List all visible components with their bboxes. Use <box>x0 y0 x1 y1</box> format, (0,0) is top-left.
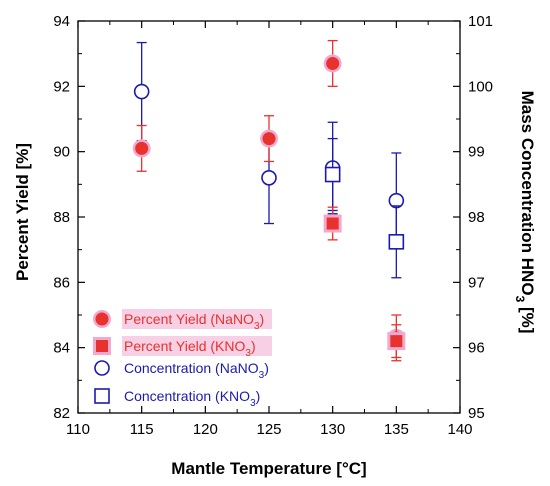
y2-tick-label: 101 <box>468 13 493 30</box>
data-point <box>135 141 149 155</box>
x-tick-label: 125 <box>256 421 281 438</box>
y-axis-title: Percent Yield [%] <box>13 143 32 281</box>
y2-tick-label: 98 <box>468 209 485 226</box>
legend-label-tail: ) <box>251 338 256 354</box>
y-tick-label: 84 <box>53 340 70 357</box>
legend-entry: Concentration (KNO3) <box>94 388 260 409</box>
y2-axis-title: Mass Concentration HNO3 [%] <box>513 91 537 334</box>
x-tick-label: 135 <box>384 421 409 438</box>
y-tick-label: 88 <box>53 209 70 226</box>
y-tick-label: 86 <box>53 274 70 291</box>
legend-marker <box>94 388 110 404</box>
legend-marker <box>95 312 109 326</box>
y2-axis-title-sub: 3 <box>513 296 527 303</box>
legend-label: Percent Yield (KNO3) <box>124 338 256 359</box>
data-point <box>326 217 339 230</box>
y-tick-label: 92 <box>53 78 70 95</box>
x-tick-label: 120 <box>193 421 218 438</box>
legend-label-sub: 3 <box>254 321 260 332</box>
legend-entry: Percent Yield (KNO3) <box>93 336 272 359</box>
marks-layer <box>132 39 406 362</box>
legend-label: Concentration (KNO3) <box>124 388 260 409</box>
data-point <box>262 132 276 146</box>
legend-label-highlight <box>122 336 272 356</box>
legend-label-tail: ) <box>260 311 265 327</box>
y2-tick-label: 100 <box>468 78 493 95</box>
legend-label-tail: ) <box>256 388 261 404</box>
data-point <box>390 335 403 348</box>
legend-label-sub: 3 <box>250 398 256 409</box>
legend-entry: Percent Yield (NaNO3) <box>93 309 272 332</box>
x-tick-label: 110 <box>66 421 90 438</box>
y-tick-label: 90 <box>53 144 70 161</box>
y2-axis-title-main: Mass Concentration HNO <box>518 91 537 296</box>
y2-axis-title-tail: [%] <box>518 302 537 333</box>
legend-label: Percent Yield (NaNO3) <box>124 311 264 332</box>
legend-label-sub: 3 <box>245 348 251 359</box>
y-tick-label: 94 <box>53 13 70 30</box>
legend-label-highlight <box>122 309 272 329</box>
legend-label-sub: 3 <box>259 370 265 381</box>
legend-marker <box>94 360 110 376</box>
series-open-square <box>324 137 405 279</box>
series-open-circle <box>133 41 405 250</box>
legend-label: Concentration (NaNO3) <box>124 360 269 381</box>
data-point <box>326 56 340 70</box>
x-tick-label: 130 <box>320 421 345 438</box>
legend-marker <box>96 340 108 352</box>
ticks-layer: 110 115 120 125 130 135 140 82 84 86 88 90 92 94 95 96 9… <box>53 13 493 438</box>
legend-label-main: Concentration (KNO <box>124 388 250 404</box>
legend-label-main: Concentration (NaNO <box>124 360 259 376</box>
legend-label-main: Percent Yield (KNO <box>124 338 245 354</box>
series-filled-circle <box>132 39 406 362</box>
data-point <box>133 83 150 100</box>
legend: Percent Yield (NaNO3)Percent Yield (KNO3… <box>93 309 272 409</box>
series-filled-square <box>323 206 406 359</box>
legend-label-main: Percent Yield (NaNO <box>124 311 254 327</box>
data-point <box>261 170 277 186</box>
legend-label-tail: ) <box>264 360 269 376</box>
y-tick-label: 82 <box>53 405 70 422</box>
y2-tick-label: 95 <box>468 405 485 422</box>
data-point <box>324 166 341 183</box>
legend-entry: Concentration (NaNO3) <box>94 360 269 381</box>
x-tick-label: 115 <box>130 421 154 438</box>
data-point <box>388 234 405 250</box>
x-tick-label: 140 <box>447 421 472 438</box>
x-axis-title: Mantle Temperature [°C] <box>171 459 366 478</box>
y2-tick-label: 96 <box>468 340 485 357</box>
y2-tick-label: 99 <box>468 144 485 161</box>
y2-tick-label: 97 <box>468 274 485 291</box>
